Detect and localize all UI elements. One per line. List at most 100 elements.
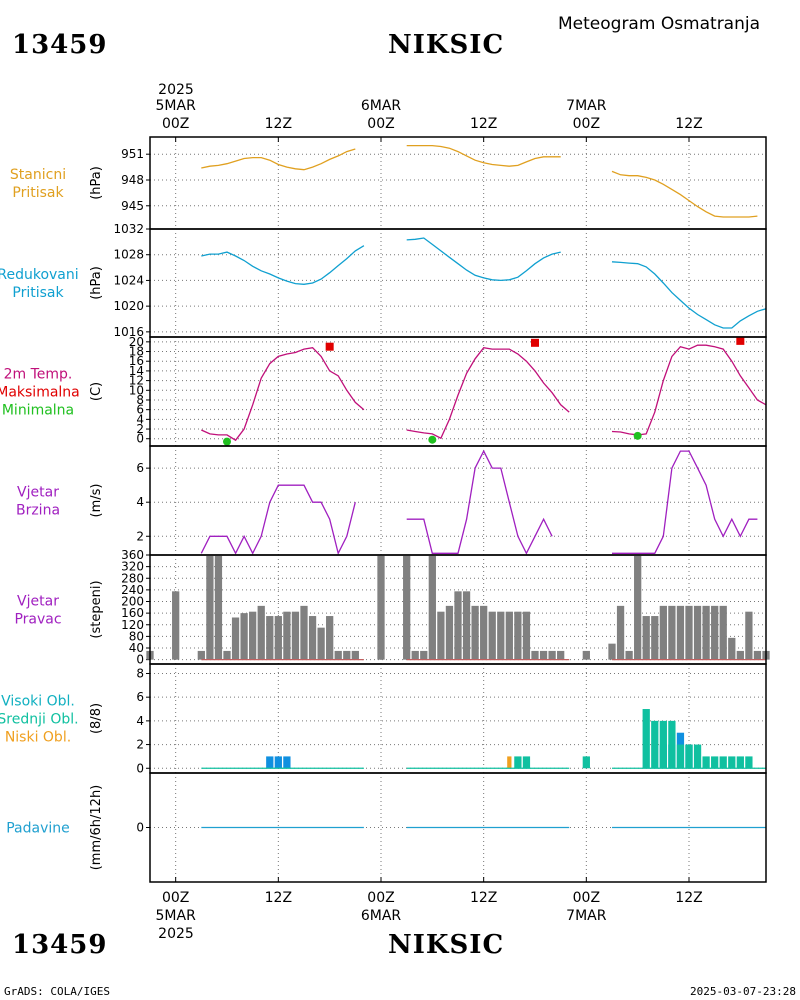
y-tick-label: 14 — [129, 364, 144, 378]
station-id-bottom: 13459 — [12, 930, 108, 960]
data-bar — [522, 611, 531, 660]
y-tick-label: 1020 — [113, 299, 144, 313]
data-bar — [522, 756, 531, 769]
chart-subtitle: Meteogram Osmatranja — [558, 14, 761, 34]
panel-reduced_pressure: 1016 1020 1024 1028 1032 (hPa) Redukovani Priti… — [0, 222, 767, 339]
data-bar — [283, 611, 291, 660]
data-bar — [753, 650, 762, 660]
data-bar — [616, 605, 625, 660]
data-bar — [437, 611, 445, 660]
top-time-tick-label: 12Z — [470, 116, 497, 132]
y-tick-label: 10 — [129, 383, 144, 397]
y-tick-label: 0 — [136, 432, 144, 446]
data-bar — [659, 605, 667, 660]
series-line — [201, 245, 365, 285]
data-bar — [685, 605, 693, 660]
panel-label: Pritisak — [12, 185, 64, 201]
y-tick-label: 40 — [129, 641, 144, 655]
y-tick-label: 18 — [129, 345, 144, 359]
series-line — [201, 148, 356, 171]
data-bar — [668, 605, 676, 660]
max-temp-marker — [531, 338, 539, 347]
data-bar — [454, 591, 462, 660]
data-bar — [676, 605, 685, 660]
data-bar — [291, 611, 300, 660]
panel-label: Pravac — [14, 612, 61, 628]
panel-label: Minimalna — [2, 403, 74, 419]
data-bar — [283, 756, 291, 769]
data-bar — [317, 627, 325, 660]
y-tick-label: 6 — [136, 461, 144, 475]
y-tick-label: 4 — [136, 495, 144, 509]
footer-source: GrADS: COLA/IGES — [4, 985, 110, 998]
data-bar — [702, 756, 710, 769]
data-bar — [702, 605, 710, 660]
data-bar — [334, 650, 342, 660]
panel-frame — [149, 772, 767, 883]
series-line — [406, 237, 561, 282]
panel-clouds: 0 2 4 6 8 (8/8) Visoki Obl. Srednji Obl. Niski O… — [0, 663, 767, 775]
bottom-time-tick-label: 00Z — [367, 890, 394, 906]
footer-timestamp: 2025-03-07-23:28 — [690, 985, 796, 998]
bottom-time-tick-label: 12Z — [470, 890, 497, 906]
max-temp-marker — [325, 342, 334, 351]
data-bar — [728, 637, 736, 660]
y-tick-label: 280 — [121, 571, 144, 585]
data-bar — [557, 650, 565, 660]
data-bar — [651, 720, 659, 769]
data-bar — [745, 756, 753, 769]
y-tick-label: 6 — [136, 690, 144, 704]
y-tick-label: 8 — [136, 393, 144, 407]
top-date-label: 5MAR — [156, 98, 197, 114]
data-bar — [266, 616, 274, 660]
data-bar — [428, 555, 436, 660]
data-bar — [403, 555, 411, 660]
y-tick-label: 1028 — [113, 248, 144, 262]
panel-label: Vjetar — [17, 485, 59, 501]
y-tick-label: 8 — [136, 666, 144, 680]
data-bar — [514, 756, 522, 769]
y-axis-unit-label: (mm/6h/12h) — [89, 785, 104, 871]
panel-label: Srednji Obl. — [0, 712, 79, 728]
data-bar — [206, 555, 214, 660]
data-bar — [736, 650, 744, 660]
data-bar — [736, 756, 744, 769]
series-line — [611, 261, 767, 329]
panel-label: Maksimalna — [0, 385, 80, 401]
panel-label: Visoki Obl. — [1, 694, 75, 710]
panel-label: Niski Obl. — [5, 730, 71, 746]
data-bar — [642, 709, 650, 769]
y-axis-unit-label: (m/s) — [89, 484, 104, 518]
bottom-time-tick-label: 00Z — [573, 890, 600, 906]
station-name-top: NIKSIC — [388, 30, 505, 60]
bottom-date-label: 7MAR — [566, 908, 607, 924]
panel-label: Padavine — [6, 821, 70, 837]
data-bar — [420, 650, 428, 660]
y-tick-label: 240 — [121, 583, 144, 597]
data-bar — [507, 756, 512, 769]
data-bar — [240, 613, 248, 660]
y-tick-label: 0 — [136, 653, 144, 667]
y-tick-label: 120 — [121, 618, 144, 632]
data-bar — [668, 720, 676, 769]
y-tick-label: 1032 — [113, 222, 144, 236]
data-bar — [719, 756, 727, 769]
bottom-year-label: 2025 — [158, 926, 194, 942]
y-tick-label: 1016 — [113, 325, 144, 339]
data-bar — [257, 605, 265, 660]
y-tick-label: 4 — [136, 714, 144, 728]
data-bar — [326, 616, 334, 660]
series-line — [406, 449, 553, 555]
panel-label: Vjetar — [17, 594, 59, 610]
panel-frame — [149, 228, 767, 338]
series-line — [200, 484, 356, 556]
y-tick-label: 320 — [121, 560, 144, 574]
y-axis-unit-label: (hPa) — [89, 266, 104, 300]
data-bar — [719, 605, 727, 660]
data-bar — [514, 611, 522, 660]
data-bar — [651, 616, 659, 660]
data-bar — [582, 756, 590, 769]
